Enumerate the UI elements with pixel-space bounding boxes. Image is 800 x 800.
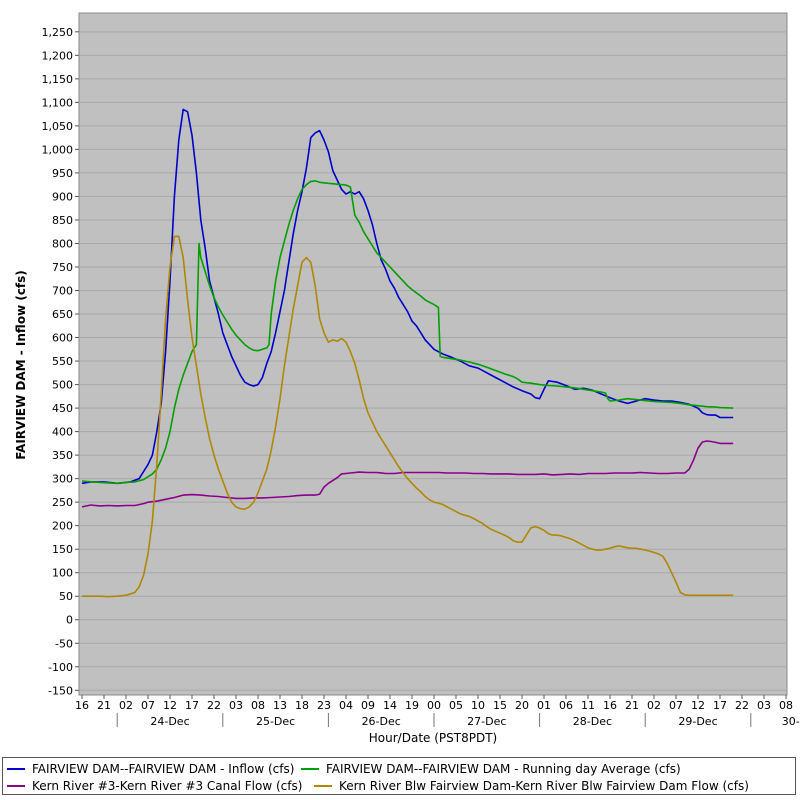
x-tick-label: 23	[317, 699, 331, 712]
y-tick-label: 600	[52, 332, 73, 345]
y-axis: -150 -100 -50 0 50 100 150 200 250 300 350 400 450 50…	[42, 26, 79, 697]
legend-label-blw-dam-flow: Kern River Blw Fairview Dam-Kern River B…	[339, 779, 749, 793]
y-tick-label: 1,200	[42, 49, 74, 62]
y-tick-label: -50	[55, 637, 73, 650]
y-tick-label: 300	[52, 473, 73, 486]
x-axis: 16 21 02 07 12 17 22 03 08 13 18 23 04 09 14 19 00 05 10 15…	[75, 695, 800, 728]
grid-lines	[79, 31, 787, 691]
x-tick-label: 16	[603, 699, 617, 712]
legend-item-running-average: FAIRVIEW DAM--FAIRVIEW DAM - Running day…	[301, 761, 681, 777]
x-tick-label: 14	[383, 699, 397, 712]
legend-label-canal-flow: Kern River #3-Kern River #3 Canal Flow (…	[32, 779, 303, 793]
y-tick-label: 500	[52, 379, 73, 392]
y-tick-label: 200	[52, 520, 73, 533]
x-tick-label: 02	[119, 699, 133, 712]
x-tick-label: 06	[559, 699, 573, 712]
y-tick-label: 950	[52, 167, 73, 180]
y-tick-label: 350	[52, 449, 73, 462]
x-tick-label: 17	[185, 699, 199, 712]
x-tick-label: 01	[537, 699, 551, 712]
x-tick-label: 18	[295, 699, 309, 712]
y-axis-title: FAIRVIEW DAM - Inflow (cfs)	[14, 270, 28, 460]
date-label: 30-Dec	[782, 715, 800, 728]
x-tick-label: 04	[339, 699, 353, 712]
y-tick-label: 450	[52, 402, 73, 415]
series-line-1	[81, 180, 734, 485]
y-tick-label: 1,100	[42, 96, 74, 109]
legend-item-blw-dam-flow: Kern River Blw Fairview Dam-Kern River B…	[314, 778, 749, 794]
y-tick-label: 1,000	[42, 143, 74, 156]
y-tick-label: 50	[59, 590, 73, 603]
legend-swatch-running-average	[301, 768, 319, 770]
y-tick-label: 1,250	[42, 26, 74, 39]
y-tick-label: 1,150	[42, 73, 74, 86]
date-label: 26-Dec	[362, 715, 401, 728]
date-label: 27-Dec	[467, 715, 506, 728]
x-tick-label: 20	[515, 699, 529, 712]
y-tick-label: 0	[66, 614, 73, 627]
legend-swatch-inflow	[7, 768, 25, 770]
date-label: 28-Dec	[573, 715, 612, 728]
y-tick-label: 1,050	[42, 120, 74, 133]
y-tick-label: 800	[52, 237, 73, 250]
x-tick-label: 22	[735, 699, 749, 712]
series-line-3	[82, 235, 734, 598]
x-tick-label: 12	[163, 699, 177, 712]
x-tick-label: 16	[75, 699, 89, 712]
x-tick-label: 17	[713, 699, 727, 712]
x-tick-label: 21	[97, 699, 111, 712]
x-tick-label: 13	[273, 699, 287, 712]
y-tick-label: 900	[52, 190, 73, 203]
y-tick-label: 400	[52, 426, 73, 439]
x-tick-label: 07	[669, 699, 683, 712]
y-tick-label: -150	[48, 684, 73, 697]
x-tick-label: 12	[691, 699, 705, 712]
x-tick-label: 05	[449, 699, 463, 712]
x-tick-label: 08	[251, 699, 265, 712]
legend-item-canal-flow: Kern River #3-Kern River #3 Canal Flow (…	[7, 778, 302, 794]
y-tick-label: 100	[52, 567, 73, 580]
x-tick-label: 07	[141, 699, 155, 712]
x-tick-label: 11	[581, 699, 595, 712]
y-tick-label: -100	[48, 661, 73, 674]
legend-label-inflow: FAIRVIEW DAM--FAIRVIEW DAM - Inflow (cfs…	[32, 762, 295, 776]
date-label: 24-Dec	[150, 715, 189, 728]
legend-label-running-average: FAIRVIEW DAM--FAIRVIEW DAM - Running day…	[326, 762, 681, 776]
x-tick-label: 21	[625, 699, 639, 712]
legend-swatch-blw-dam-flow	[314, 785, 332, 787]
y-tick-label: 550	[52, 355, 73, 368]
x-tick-label: 10	[471, 699, 485, 712]
x-tick-label: 19	[405, 699, 419, 712]
y-tick-label: 850	[52, 214, 73, 227]
plot-background	[78, 12, 788, 696]
series-line-2	[81, 440, 734, 508]
legend-swatch-canal-flow	[7, 785, 25, 787]
x-tick-label: 03	[229, 699, 243, 712]
series-lines	[81, 108, 734, 598]
date-label: 29-Dec	[678, 715, 717, 728]
x-tick-label: 00	[427, 699, 441, 712]
y-tick-label: 700	[52, 285, 73, 298]
legend-item-inflow: FAIRVIEW DAM--FAIRVIEW DAM - Inflow (cfs…	[7, 761, 294, 777]
x-axis-title: Hour/Date (PST8PDT)	[369, 731, 497, 745]
x-tick-label: 09	[361, 699, 375, 712]
x-tick-label: 03	[757, 699, 771, 712]
date-label: 25-Dec	[256, 715, 295, 728]
x-tick-label: 08	[779, 699, 793, 712]
y-tick-label: 750	[52, 261, 73, 274]
x-tick-label: 22	[207, 699, 221, 712]
x-tick-label: 15	[493, 699, 507, 712]
y-tick-label: 150	[52, 543, 73, 556]
y-tick-label: 650	[52, 308, 73, 321]
legend: FAIRVIEW DAM--FAIRVIEW DAM - Inflow (cfs…	[2, 757, 796, 795]
x-tick-label: 02	[647, 699, 661, 712]
y-tick-label: 250	[52, 496, 73, 509]
